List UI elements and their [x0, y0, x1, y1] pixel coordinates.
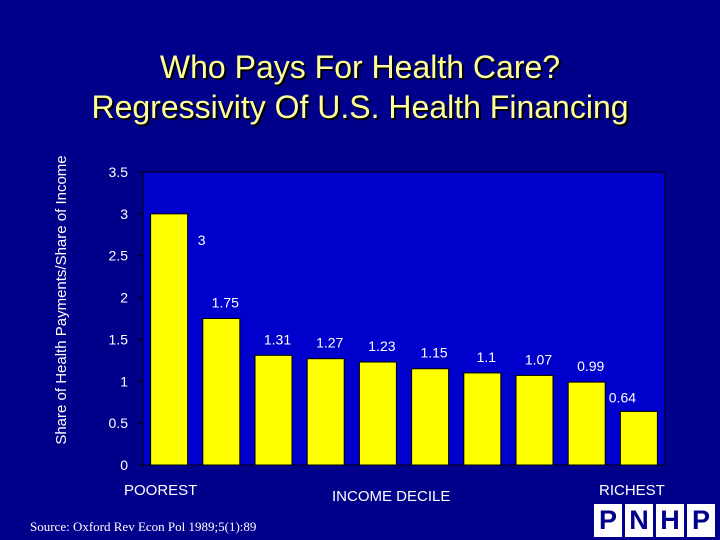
bar-value-label: 0.64 [609, 389, 636, 405]
logo-letter: P [594, 504, 622, 537]
y-tick-label: 3.5 [109, 164, 129, 180]
bar [150, 213, 189, 466]
y-tick-label: 3 [120, 206, 128, 222]
bar-value-label: 1.27 [316, 335, 343, 351]
bar [411, 368, 450, 466]
y-tick-label: 1 [120, 373, 128, 389]
logo-letter: P [687, 504, 715, 537]
bar [619, 410, 658, 466]
bar [306, 358, 345, 466]
source-note: Source: Oxford Rev Econ Pol 1989;5(1):89 [30, 519, 257, 534]
bar [202, 318, 241, 466]
chart-title-line-1: Who Pays For Health Care? [159, 49, 561, 85]
y-tick-label: 0 [120, 457, 128, 473]
bar-value-label: 0.99 [577, 358, 604, 374]
y-tick-label: 1.5 [109, 331, 129, 347]
bar [515, 374, 554, 466]
bar-value-label: 1.1 [477, 349, 497, 365]
x-axis-label: INCOME DECILE [332, 488, 451, 505]
bar-value-label: 3 [198, 232, 206, 248]
y-tick-label: 2 [120, 290, 128, 306]
category-label-poorest: POOREST [124, 482, 198, 499]
bar [358, 361, 397, 466]
chart-title-line-2: Regressivity Of U.S. Health Financing [91, 89, 629, 125]
bar-value-label: 1.07 [525, 351, 552, 367]
bar-value-label: 1.75 [212, 295, 239, 311]
category-label-richest: RICHEST [599, 482, 665, 499]
y-tick-label: 2.5 [109, 248, 129, 264]
y-tick-label: 0.5 [109, 415, 129, 431]
bar-value-label: 1.23 [368, 338, 395, 354]
logo-letter: N [625, 504, 653, 537]
bar [567, 381, 606, 466]
bar-value-label: 1.31 [264, 331, 291, 347]
bar [463, 372, 502, 466]
bar [254, 354, 293, 466]
logo-letter: H [656, 504, 684, 537]
bar-value-label: 1.15 [420, 345, 447, 361]
pnhp-logo: P N H P [594, 504, 715, 537]
